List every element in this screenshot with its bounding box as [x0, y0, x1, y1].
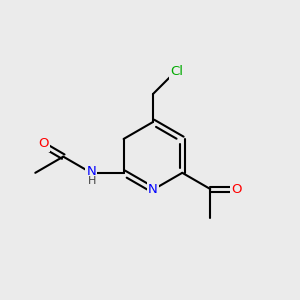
Text: N: N — [148, 183, 158, 196]
Text: Cl: Cl — [170, 65, 183, 79]
Text: O: O — [232, 182, 242, 196]
Text: H: H — [88, 176, 96, 186]
Text: N: N — [86, 165, 96, 178]
Text: O: O — [38, 137, 49, 151]
